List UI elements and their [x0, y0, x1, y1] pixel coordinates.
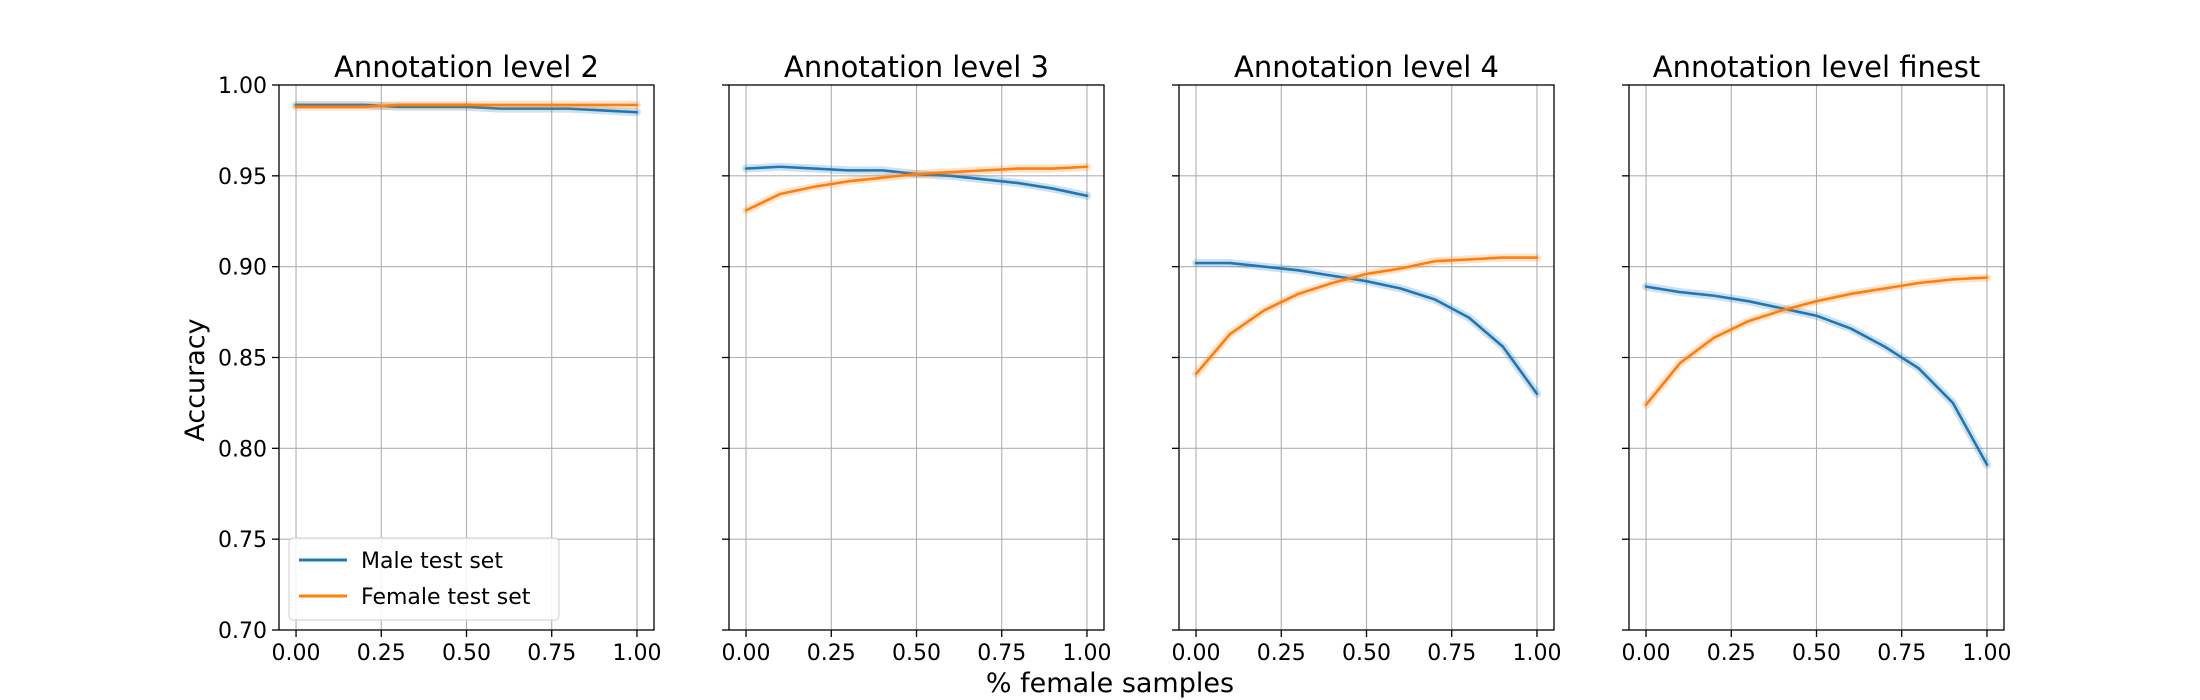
y-tick-label: 0.95 — [218, 165, 267, 190]
legend-label-male: Male test set — [361, 549, 503, 574]
chart-title: Annotation level 2 — [334, 50, 599, 84]
x-tick-label: 0.00 — [272, 641, 321, 666]
series-line-female — [1644, 276, 1989, 407]
chart-panel-4: 0.00 0.25 0.50 0.75 1.00 Annotation level fin… — [1622, 50, 2012, 666]
x-tick-label: 0.25 — [807, 641, 856, 666]
x-tick-label: 0.00 — [1622, 641, 1671, 666]
x-tick-label: 0.75 — [1877, 641, 1926, 666]
x-tick-label: 0.00 — [722, 641, 771, 666]
series-line-female — [294, 103, 639, 109]
series-line-male — [1644, 285, 1989, 466]
series-line-male — [1194, 261, 1539, 396]
y-tick-label: 1.00 — [218, 74, 267, 99]
x-tick-label: 1.00 — [1512, 641, 1561, 666]
y-tick-label: 0.90 — [218, 256, 267, 281]
x-tick-label: 1.00 — [612, 641, 661, 666]
x-axis-label: % female samples — [986, 668, 1234, 699]
x-tick-label: 0.00 — [1172, 641, 1221, 666]
chart-panel-2: 0.00 0.25 0.50 0.75 1.00 Annotation level 3 — [722, 50, 1112, 666]
y-tick-label: 0.80 — [218, 437, 267, 462]
x-tick-label: 0.50 — [442, 641, 491, 666]
chart-title: Annotation level 3 — [784, 50, 1049, 84]
y-tick-label: 0.75 — [218, 528, 267, 553]
y-axis-label: Accuracy — [180, 318, 211, 441]
legend-label-female: Female test set — [361, 585, 531, 610]
chart-title: Annotation level 4 — [1234, 50, 1499, 84]
legend: Male test set Female test set — [288, 537, 560, 621]
y-tick-label: 0.85 — [218, 347, 267, 372]
x-tick-label: 0.75 — [1427, 641, 1476, 666]
y-tick-label: 0.70 — [218, 619, 267, 644]
x-tick-label: 1.00 — [1962, 641, 2011, 666]
series-line-female — [1194, 256, 1539, 376]
x-tick-label: 0.75 — [527, 641, 576, 666]
panels: 0.00 0.25 0.50 0.75 1.00 0.70 0.75 0.80 0.85 0.90… — [218, 50, 2011, 666]
series-line-male — [294, 103, 639, 114]
x-tick-label: 0.75 — [977, 641, 1026, 666]
legend-box — [288, 537, 560, 621]
chart-panel-1: 0.00 0.25 0.50 0.75 1.00 0.70 0.75 0.80 0.85 0.90… — [218, 50, 661, 666]
chart-title: Annotation level finest — [1653, 50, 1980, 84]
x-tick-label: 0.50 — [1792, 641, 1841, 666]
x-tick-label: 0.25 — [1707, 641, 1756, 666]
x-tick-label: 0.25 — [357, 641, 406, 666]
x-tick-label: 0.25 — [1257, 641, 1306, 666]
x-tick-label: 1.00 — [1062, 641, 1111, 666]
chart-panel-3: 0.00 0.25 0.50 0.75 1.00 Annotation level 4 — [1172, 50, 1562, 666]
x-tick-label: 0.50 — [892, 641, 941, 666]
x-tick-label: 0.50 — [1342, 641, 1391, 666]
series-line-female — [744, 165, 1089, 212]
